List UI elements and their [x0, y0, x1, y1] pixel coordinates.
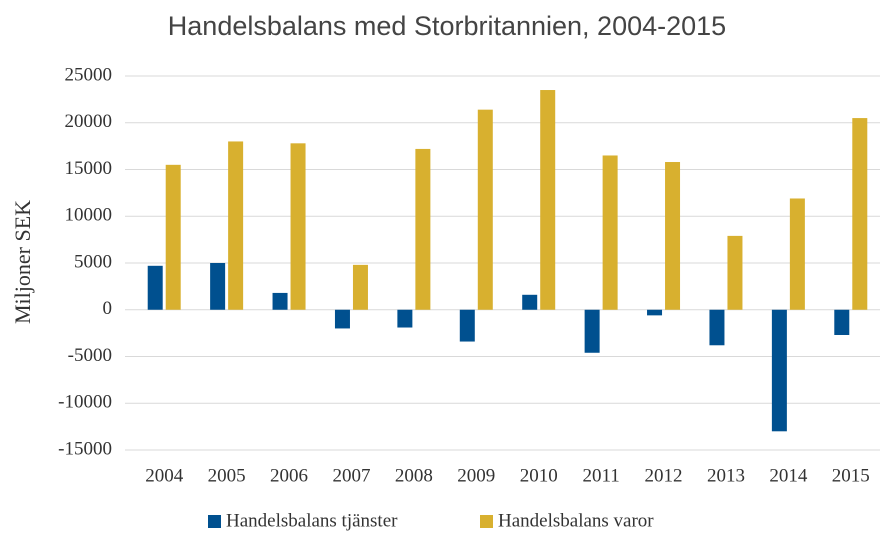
bar	[459, 309, 475, 342]
bar	[334, 309, 350, 329]
bar	[647, 309, 663, 316]
bar	[665, 162, 681, 310]
x-tick-label: 2006	[270, 465, 308, 486]
y-tick-label: 10000	[65, 205, 113, 226]
y-tick-label: 25000	[65, 64, 113, 85]
bar	[584, 309, 600, 353]
y-axis-label: Miljoner SEK	[10, 200, 35, 324]
bar	[290, 143, 306, 310]
bar	[272, 292, 288, 310]
x-tick-label: 2015	[832, 465, 870, 486]
x-tick-label: 2008	[395, 465, 433, 486]
bar	[602, 155, 618, 310]
bar	[852, 118, 868, 310]
bar	[727, 235, 743, 310]
bar	[228, 141, 244, 310]
legend-label: Handelsbalans varor	[498, 510, 654, 531]
bar	[415, 148, 431, 310]
y-tick-label: -10000	[58, 392, 112, 413]
bar	[522, 294, 538, 310]
legend-swatch	[480, 515, 493, 528]
chart-title: Handelsbalans med Storbritannien, 2004-2…	[168, 11, 726, 41]
x-tick-label: 2004	[145, 465, 184, 486]
bar	[540, 90, 556, 310]
bar	[147, 265, 163, 310]
x-tick-label: 2014	[769, 465, 808, 486]
y-tick-label: 15000	[65, 158, 113, 179]
bar	[771, 309, 787, 432]
bar	[165, 164, 181, 310]
bar	[352, 264, 368, 310]
x-tick-label: 2013	[707, 465, 745, 486]
bar	[834, 309, 850, 335]
x-tick-label: 2007	[332, 465, 370, 486]
bar	[709, 309, 725, 346]
y-tick-label: -15000	[58, 438, 112, 459]
x-tick-label: 2005	[208, 465, 246, 486]
y-tick-label: -5000	[68, 345, 112, 366]
y-tick-label: 5000	[74, 251, 112, 272]
x-tick-label: 2010	[520, 465, 558, 486]
bar	[397, 309, 413, 328]
bar	[789, 198, 805, 310]
y-tick-label: 20000	[65, 111, 113, 132]
bar	[477, 109, 493, 310]
legend-swatch	[208, 515, 221, 528]
legend-label: Handelsbalans tjänster	[226, 510, 398, 531]
x-tick-label: 2012	[645, 465, 683, 486]
x-tick-label: 2009	[457, 465, 495, 486]
x-tick-label: 2011	[582, 465, 619, 486]
y-tick-label: 0	[103, 298, 113, 319]
bar	[210, 263, 226, 310]
